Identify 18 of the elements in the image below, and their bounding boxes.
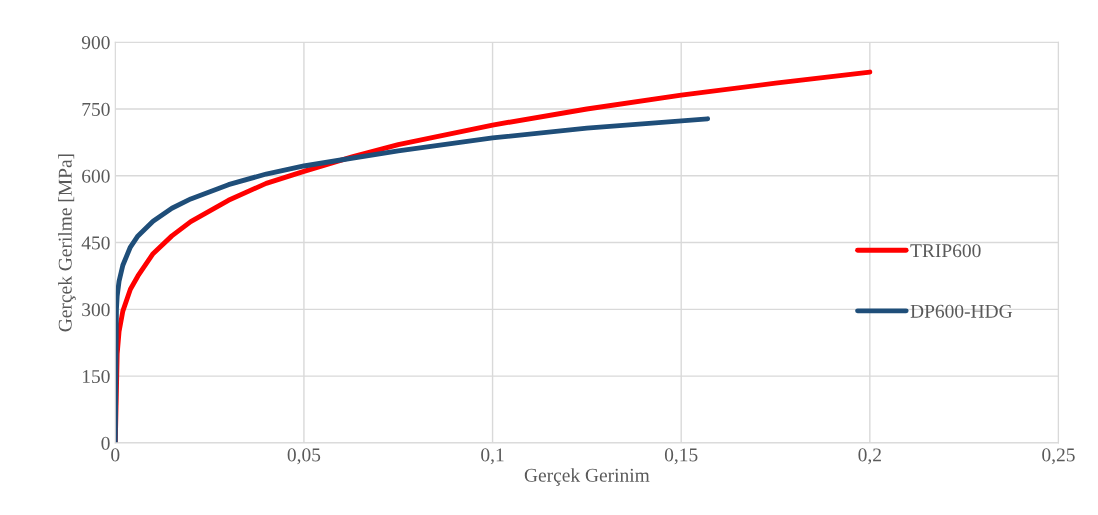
x-tick-label: 0,15 bbox=[664, 448, 698, 465]
x-tick-label: 0,1 bbox=[481, 448, 504, 465]
y-tick-label: 150 bbox=[82, 369, 110, 384]
x-tick-label: 0 bbox=[111, 448, 120, 462]
x-tick-label: 0,05 bbox=[287, 448, 321, 465]
x-axis-title: Gerçek Gerinim bbox=[524, 468, 650, 486]
y-tick-label: 600 bbox=[82, 169, 110, 183]
y-tick-label: 750 bbox=[82, 102, 110, 116]
x-tick-label: 0,25 bbox=[1042, 448, 1075, 465]
line-series bbox=[115, 116, 711, 443]
y-axis-title: Gerçek Gerilme [MPa] bbox=[58, 154, 76, 332]
y-tick-label: 0 bbox=[101, 436, 110, 450]
legend-label: TRIP600 bbox=[910, 244, 981, 258]
y-tick-label: 900 bbox=[81, 36, 110, 50]
y-tick-label: 450 bbox=[81, 236, 110, 250]
x-tick-label: 0,2 bbox=[858, 448, 881, 465]
y-tick-label: 300 bbox=[82, 303, 110, 317]
legend-label: DP600-HDG bbox=[910, 304, 1013, 318]
